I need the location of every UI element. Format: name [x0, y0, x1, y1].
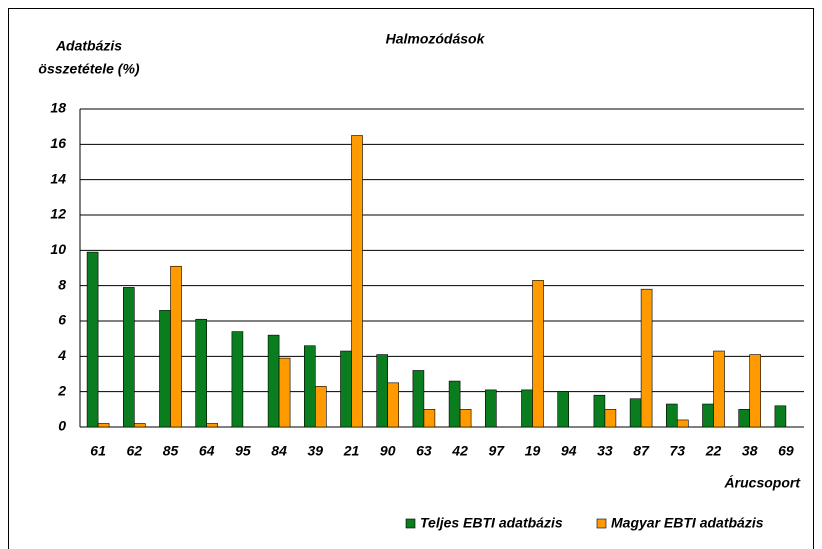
- x-tick-label: 94: [561, 443, 577, 459]
- bar: [159, 310, 171, 428]
- bar: [532, 280, 544, 428]
- x-tick-label: 19: [525, 443, 541, 459]
- y-tick-label: 6: [58, 312, 66, 328]
- bar: [303, 345, 316, 428]
- y-tick-label: 4: [57, 347, 66, 363]
- legend-swatch: [405, 518, 416, 529]
- y-tick-label: 8: [58, 276, 66, 292]
- y-axis-label: Adatbázis: [55, 38, 122, 54]
- legend-label: Magyar EBTI adatbázis: [611, 515, 764, 531]
- x-tick-label: 62: [127, 443, 143, 459]
- bar: [123, 287, 135, 428]
- bar: [206, 423, 218, 428]
- bar: [738, 409, 751, 428]
- bar: [676, 419, 689, 428]
- x-tick-label: 84: [271, 443, 287, 459]
- y-tick-label: 2: [57, 382, 66, 398]
- bar: [423, 409, 436, 428]
- y-tick-label: 14: [50, 170, 66, 186]
- bar: [170, 265, 182, 428]
- x-tick-label: 63: [416, 443, 432, 459]
- bar: [134, 423, 146, 428]
- x-tick-label: 22: [705, 443, 722, 459]
- x-axis-label: Árucsoport: [724, 475, 802, 491]
- x-tick-label: 97: [489, 443, 506, 459]
- bar: [593, 394, 606, 428]
- x-tick-label: 61: [90, 443, 106, 459]
- bar: [749, 354, 762, 428]
- x-tick-label: 38: [742, 443, 758, 459]
- bar: [278, 357, 291, 428]
- x-tick-label: 85: [163, 443, 179, 459]
- bar: [351, 135, 363, 428]
- bar: [387, 382, 400, 428]
- x-tick-label: 42: [451, 443, 468, 459]
- chart-frame: [8, 8, 814, 549]
- x-tick-label: 95: [235, 443, 251, 459]
- y-tick-label: 16: [50, 135, 66, 151]
- x-tick-label: 64: [199, 443, 215, 459]
- legend-swatch: [596, 518, 607, 529]
- bar: [629, 398, 642, 428]
- bar: [448, 380, 461, 428]
- bar: [604, 409, 617, 428]
- bar: [231, 331, 244, 428]
- y-tick-label: 0: [58, 418, 66, 434]
- y-tick-label: 10: [50, 241, 66, 257]
- bar: [195, 318, 207, 428]
- x-tick-label: 33: [597, 443, 613, 459]
- bar: [557, 391, 570, 428]
- x-tick-label: 87: [633, 443, 650, 459]
- bar: [86, 251, 99, 428]
- y-tick-label: 12: [50, 206, 66, 222]
- x-tick-label: 73: [670, 443, 686, 459]
- bar: [774, 405, 787, 428]
- legend-label: Teljes EBTI adatbázis: [420, 515, 563, 531]
- x-tick-label: 90: [380, 443, 396, 459]
- y-axis-label: összetétele (%): [38, 61, 139, 77]
- bar: [97, 423, 110, 428]
- x-tick-label: 21: [343, 443, 360, 459]
- bar: [314, 386, 327, 428]
- bar: [340, 350, 352, 428]
- y-tick-label: 18: [50, 100, 66, 116]
- x-tick-label: 39: [308, 443, 324, 459]
- bar: [640, 288, 653, 428]
- bar: [267, 334, 280, 428]
- bar: [521, 389, 533, 428]
- chart-title: Halmozódások: [386, 31, 486, 47]
- bar: [459, 409, 472, 428]
- bar: [665, 403, 678, 428]
- bar: [484, 389, 497, 428]
- bar: [702, 403, 714, 428]
- x-tick-label: 69: [778, 443, 794, 459]
- bar: [376, 354, 389, 428]
- bar: [412, 370, 425, 428]
- bar: [713, 350, 725, 428]
